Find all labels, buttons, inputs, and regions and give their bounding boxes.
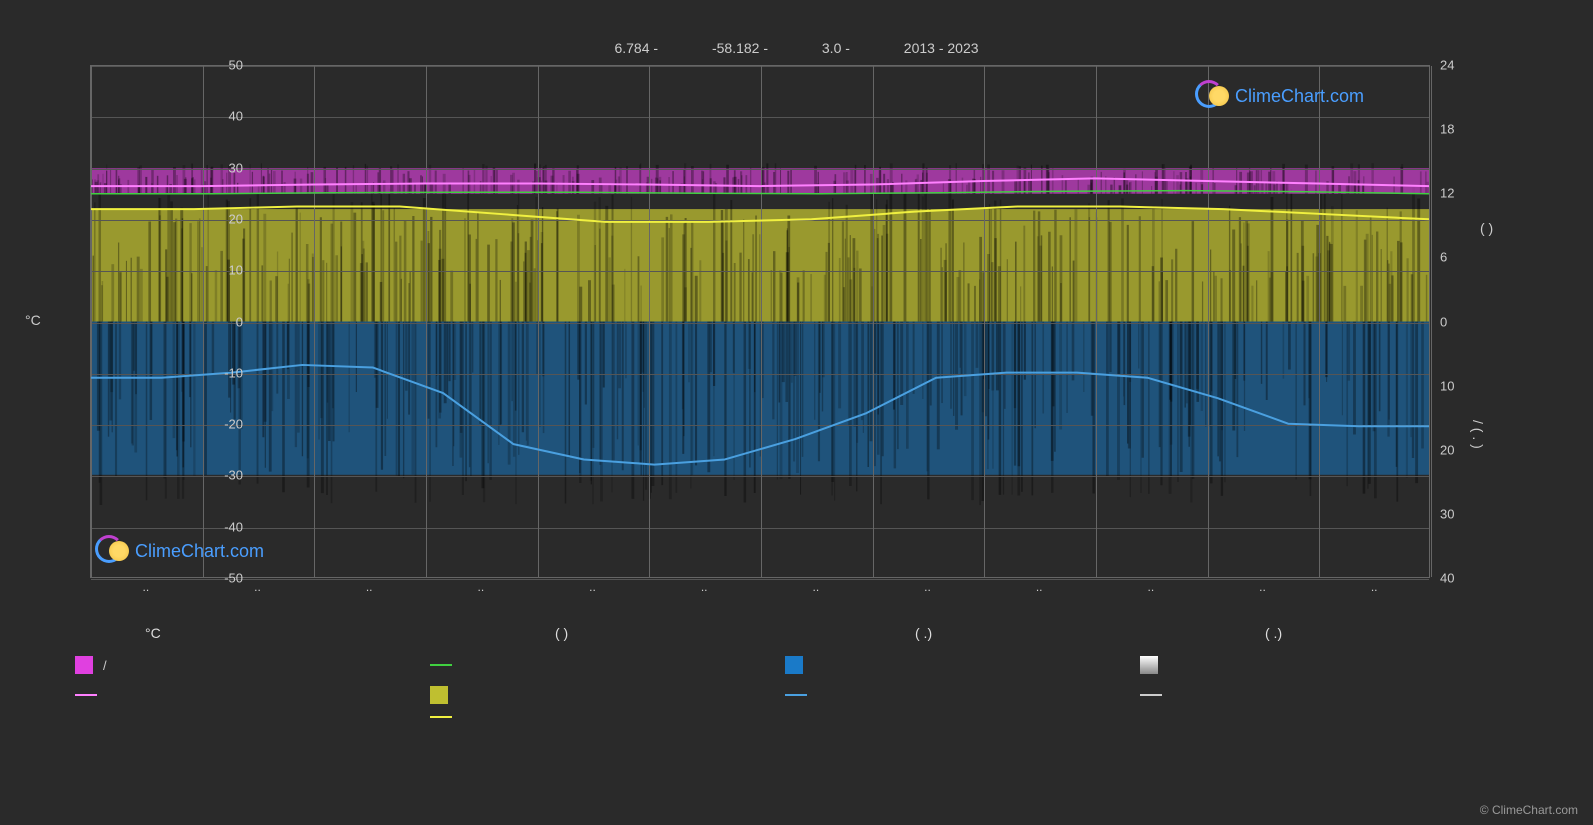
- y-tick-left: -50: [224, 571, 243, 586]
- y-tick-left: 40: [229, 109, 243, 124]
- x-tick: ..: [254, 580, 261, 594]
- y-tick-left: -10: [224, 365, 243, 380]
- y-tick-right: 20: [1440, 442, 1454, 457]
- y-tick-left: 10: [229, 263, 243, 278]
- y-tick-left: -40: [224, 519, 243, 534]
- x-tick: ..: [924, 580, 931, 594]
- lon-value: -58.182 -: [712, 40, 768, 56]
- legend-item: [1140, 656, 1495, 674]
- lat-value: 6.784 -: [614, 40, 658, 56]
- y-tick-left: 20: [229, 211, 243, 226]
- legend-swatch: [430, 686, 448, 704]
- x-tick: ..: [1259, 580, 1266, 594]
- legend-item: [430, 716, 785, 718]
- legend-swatch: [430, 716, 452, 718]
- legend-item: [430, 686, 785, 704]
- legend-item: [75, 686, 430, 704]
- legend-rows: /: [75, 656, 1495, 718]
- y-tick-right: 12: [1440, 186, 1454, 201]
- logo-icon: [95, 535, 127, 567]
- copyright-text: © ClimeChart.com: [1480, 803, 1578, 817]
- legend-item: [785, 686, 1140, 704]
- legend-item: [785, 656, 1140, 674]
- y-tick-right: 24: [1440, 58, 1454, 73]
- right-axis-label-top: ( ): [1480, 220, 1493, 236]
- legend-header-4: ( .): [1145, 625, 1495, 641]
- chart-legend: °C ( ) ( .) ( .) /: [75, 625, 1495, 730]
- y-tick-right: 40: [1440, 571, 1454, 586]
- legend-item: [1140, 716, 1495, 718]
- x-tick: ..: [1036, 580, 1043, 594]
- brand-logo-top: ClimeChart.com: [1195, 80, 1364, 112]
- y-tick-right: 6: [1440, 250, 1447, 265]
- y-tick-right: 18: [1440, 122, 1454, 137]
- legend-item: /: [75, 656, 430, 674]
- legend-header-1: °C: [75, 625, 375, 641]
- x-tick: ..: [701, 580, 708, 594]
- right-axis-label-bottom: / ( . ): [1470, 420, 1486, 449]
- y-tick-left: 0: [236, 314, 243, 329]
- legend-header-2: ( ): [375, 625, 785, 641]
- legend-headers: °C ( ) ( .) ( .): [75, 625, 1495, 641]
- y-tick-right: 10: [1440, 378, 1454, 393]
- x-tick: ..: [812, 580, 819, 594]
- x-tick: ..: [589, 580, 596, 594]
- y-tick-left: 50: [229, 58, 243, 73]
- elev-value: 3.0 -: [822, 40, 850, 56]
- chart-header-info: 6.784 - -58.182 - 3.0 - 2013 - 2023: [0, 40, 1593, 56]
- brand-text: ClimeChart.com: [135, 541, 264, 562]
- x-tick: ..: [142, 580, 149, 594]
- legend-swatch: [785, 656, 803, 674]
- y-tick-right: 30: [1440, 506, 1454, 521]
- x-tick: ..: [1147, 580, 1154, 594]
- y-tick-left: -30: [224, 468, 243, 483]
- x-tick: ..: [477, 580, 484, 594]
- legend-swatch: [1140, 656, 1158, 674]
- y-tick-left: -20: [224, 417, 243, 432]
- legend-label: /: [103, 658, 107, 673]
- legend-item: [785, 716, 1140, 718]
- legend-swatch: [785, 694, 807, 696]
- legend-header-3: ( .): [785, 625, 1145, 641]
- chart-lines: [91, 66, 1429, 577]
- y-tick-left: 30: [229, 160, 243, 175]
- y-axis-left-title: °C: [25, 312, 41, 328]
- y-tick-right: 0: [1440, 314, 1447, 329]
- legend-swatch: [75, 694, 97, 696]
- legend-item: [75, 716, 430, 718]
- logo-icon: [1195, 80, 1227, 112]
- legend-swatch: [75, 656, 93, 674]
- chart-plot-area: [90, 65, 1430, 578]
- legend-item: [430, 656, 785, 674]
- legend-swatch: [430, 664, 452, 666]
- brand-text: ClimeChart.com: [1235, 86, 1364, 107]
- x-tick: ..: [366, 580, 373, 594]
- years-value: 2013 - 2023: [904, 40, 979, 56]
- legend-item: [1140, 686, 1495, 704]
- brand-logo-bottom: ClimeChart.com: [95, 535, 264, 567]
- x-tick: ..: [1371, 580, 1378, 594]
- legend-swatch: [1140, 694, 1162, 696]
